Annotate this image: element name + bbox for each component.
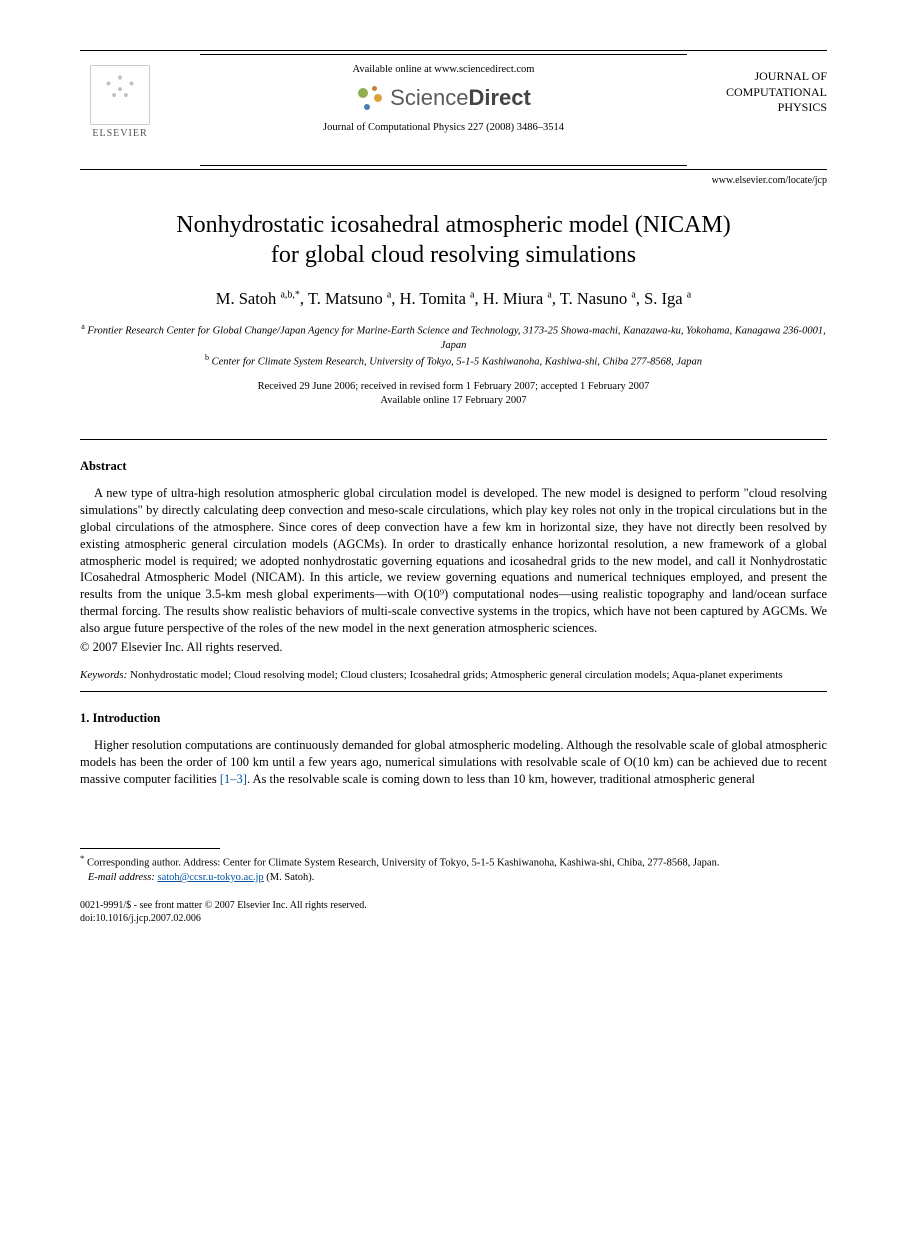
corresponding-author-text: Corresponding author. Address: Center fo… — [87, 858, 719, 869]
email-label: E-mail address: — [88, 872, 155, 883]
affiliation-b: b Center for Climate System Research, Un… — [80, 353, 827, 370]
dates-received: Received 29 June 2006; received in revis… — [80, 380, 827, 395]
reference-link-1-3[interactable]: [1–3] — [220, 772, 247, 786]
sd-text-bold: Direct — [468, 85, 530, 110]
journal-title-line2: COMPUTATIONAL — [697, 85, 827, 101]
journal-title-block: JOURNAL OF COMPUTATIONAL PHYSICS — [697, 69, 827, 116]
issn-line: 0021-9991/$ - see front matter © 2007 El… — [80, 899, 827, 912]
title-line-1: Nonhydrostatic icosahedral atmospheric m… — [176, 212, 731, 238]
journal-url[interactable]: www.elsevier.com/locate/jcp — [712, 174, 827, 188]
author-list: M. Satoh a,b,*, T. Matsuno a, H. Tomita … — [80, 288, 827, 310]
abstract-text: A new type of ultra-high resolution atmo… — [80, 485, 827, 637]
dates-online: Available online 17 February 2007 — [80, 394, 827, 409]
footnote-separator — [80, 848, 220, 849]
footnotes: * Corresponding author. Address: Center … — [80, 853, 827, 885]
publisher-name: ELSEVIER — [80, 127, 160, 141]
affiliation-a-text: Frontier Research Center for Global Chan… — [87, 326, 825, 351]
abstract-rule-top — [80, 439, 827, 440]
affiliations: a Frontier Research Center for Global Ch… — [80, 322, 827, 370]
keywords-text: Nonhydrostatic model; Cloud resolving mo… — [130, 669, 783, 681]
sd-text-light: Science — [390, 85, 468, 110]
journal-title-line1: JOURNAL OF — [697, 69, 827, 85]
sciencedirect-wordmark: ScienceDirect — [390, 83, 531, 113]
sciencedirect-swirl-icon — [356, 84, 384, 112]
affiliation-a: a Frontier Research Center for Global Ch… — [80, 322, 827, 353]
available-online-text: Available online at www.sciencedirect.co… — [200, 63, 687, 77]
header-rule-bottom — [200, 165, 687, 166]
sciencedirect-logo: ScienceDirect — [356, 83, 531, 113]
copyright-line: © 2007 Elsevier Inc. All rights reserved… — [80, 639, 827, 656]
title-line-2: for global cloud resolving simulations — [271, 242, 636, 268]
author-email-link[interactable]: satoh@ccsr.u-tokyo.ac.jp — [157, 872, 263, 883]
journal-title-line3: PHYSICS — [697, 100, 827, 116]
corresponding-author-note: * Corresponding author. Address: Center … — [80, 853, 827, 871]
issn-doi-block: 0021-9991/$ - see front matter © 2007 El… — [80, 899, 827, 925]
citation-line: Journal of Computational Physics 227 (20… — [200, 121, 687, 135]
article-dates: Received 29 June 2006; received in revis… — [80, 380, 827, 409]
keywords-label: Keywords: — [80, 669, 127, 681]
intro-text-post: . As the resolvable scale is coming down… — [247, 772, 755, 786]
email-footnote: E-mail address: satoh@ccsr.u-tokyo.ac.jp… — [80, 871, 827, 885]
abstract-rule-bottom — [80, 691, 827, 692]
intro-heading: 1. Introduction — [80, 710, 827, 727]
header-rule-top — [200, 54, 687, 55]
affiliation-b-text: Center for Climate System Research, Univ… — [212, 357, 702, 368]
email-suffix: (M. Satoh). — [264, 872, 315, 883]
keywords-block: Keywords: Nonhydrostatic model; Cloud re… — [80, 668, 827, 683]
journal-header: ELSEVIER Available online at www.science… — [80, 50, 827, 170]
publisher-logo: ELSEVIER — [80, 65, 160, 141]
article-title: Nonhydrostatic icosahedral atmospheric m… — [80, 210, 827, 270]
doi-line: doi:10.1016/j.jcp.2007.02.006 — [80, 912, 827, 925]
elsevier-tree-icon — [90, 65, 150, 125]
intro-paragraph: Higher resolution computations are conti… — [80, 737, 827, 789]
header-center: Available online at www.sciencedirect.co… — [200, 63, 687, 135]
abstract-heading: Abstract — [80, 458, 827, 475]
abstract-body: A new type of ultra-high resolution atmo… — [80, 485, 827, 637]
